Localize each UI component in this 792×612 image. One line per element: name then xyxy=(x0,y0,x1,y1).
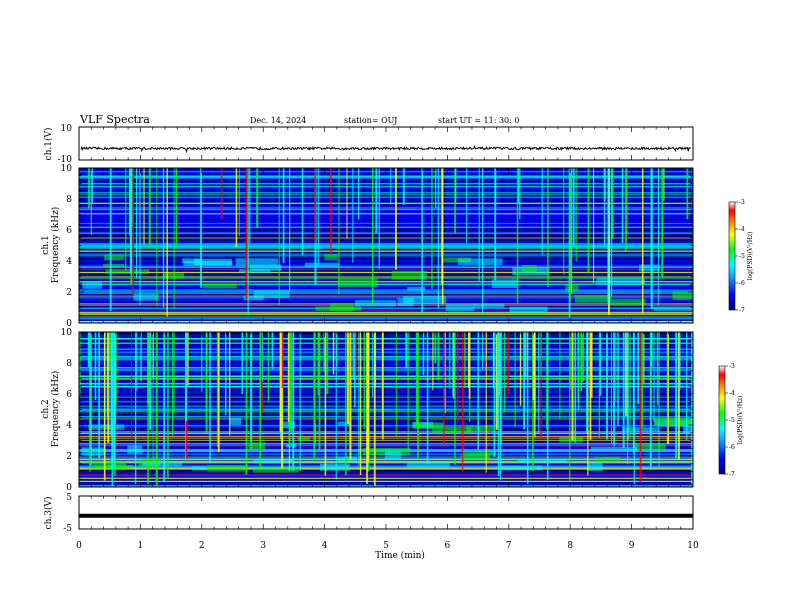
y-tick-label: 0 xyxy=(66,319,72,329)
colorbar-tick-label: -4 xyxy=(729,390,735,397)
colorbar-tick-label: -5 xyxy=(739,253,745,260)
y-tick-label: 8 xyxy=(66,195,72,205)
x-tick-label: 2 xyxy=(199,541,205,551)
figure-start-time: start UT = 11: 30: 0 xyxy=(438,116,519,125)
ch1-waveform-trace xyxy=(80,145,691,154)
x-tick-label: 6 xyxy=(445,541,451,551)
x-tick-label: 1 xyxy=(138,541,144,551)
colorbar-tick-label: -4 xyxy=(739,226,745,233)
y-tick-label: 10 xyxy=(61,164,73,174)
time-axis-label: Time (min) xyxy=(375,550,425,561)
ch1-colorbar-gradient xyxy=(728,201,736,311)
colorbar-tick-label: -5 xyxy=(729,417,735,424)
x-tick-label: 8 xyxy=(567,541,573,551)
colorbar-tick-label: -7 xyxy=(739,307,745,314)
y-tick-label: 8 xyxy=(66,359,72,369)
y-tick-label: 4 xyxy=(66,421,72,431)
x-tick-label: 3 xyxy=(260,541,266,551)
x-tick-label: 4 xyxy=(322,541,328,551)
colorbar-tick-label: -7 xyxy=(729,471,735,478)
ch1-waveform-frame xyxy=(78,126,694,161)
ch3-ytick-top: 5 xyxy=(66,493,72,503)
ch1-spectrogram-image xyxy=(79,168,693,323)
ch1-spectrogram-yticks: 0 2 4 6 8 10 xyxy=(61,164,693,329)
ch1-spectrogram-panel: 0 2 4 6 8 10 ch.1 Frequency (kHz) xyxy=(41,164,694,329)
ch2-spectrogram-image xyxy=(79,332,693,487)
x-tick-label: 10 xyxy=(687,541,699,551)
ch2-colorbar: -3 -4 -5 -6 -7 log(PSD)(V²/Hz) xyxy=(718,363,744,478)
ch2-spectrogram-ylabel-2: Frequency (kHz) xyxy=(50,371,61,448)
figure-date: Dec. 14, 2024 xyxy=(250,116,306,125)
ch3-waveform-panel: 5 -5 ch.3(V) xyxy=(43,493,694,534)
x-tick-label: 7 xyxy=(506,541,512,551)
ch3-ytick-bottom: -5 xyxy=(63,524,72,534)
ch2-colorbar-label: log(PSD)(V²/Hz) xyxy=(737,396,744,445)
ch2-spectrogram-ylabel-1: ch.2 xyxy=(41,399,51,418)
x-tick-label: 9 xyxy=(629,541,635,551)
y-tick-label: 0 xyxy=(66,483,72,493)
ch1-waveform-panel: 10 -10 ch.1(V) xyxy=(43,124,694,165)
ch1-colorbar-label: log(PSD)(V²/Hz) xyxy=(747,232,754,281)
y-tick-label: 10 xyxy=(61,328,73,338)
time-axis: 0 1 2 3 4 5 6 7 8 9 10 xyxy=(76,127,699,551)
x-tick-label: 0 xyxy=(76,541,82,551)
ch3-waveform-ylabel: ch.3(V) xyxy=(43,497,54,530)
ch1-spectrogram-ylabel-2: Frequency (kHz) xyxy=(50,207,61,284)
ch1-spectrogram-ylabel-1: ch.1 xyxy=(41,235,51,254)
colorbar-tick-label: -3 xyxy=(739,199,745,206)
y-tick-label: 4 xyxy=(66,257,72,267)
ch1-colorbar: -3 -4 -5 -6 -7 log(PSD)(V²/Hz) xyxy=(728,199,754,314)
ch1-ytick-bottom: -10 xyxy=(58,155,73,165)
ch1-ytick-top: 10 xyxy=(61,124,73,134)
figure-station: station= OUJ xyxy=(344,116,397,125)
ch2-spectrogram-yticks: 0 2 4 6 8 10 xyxy=(61,328,693,493)
colorbar-tick-label: -3 xyxy=(729,363,735,370)
ch2-colorbar-gradient xyxy=(718,365,726,475)
ch3-waveform-frame xyxy=(78,495,694,530)
ch2-spectrogram-panel: 0 2 4 6 8 10 ch.2 Frequency (kHz) xyxy=(41,328,694,493)
y-tick-label: 6 xyxy=(66,226,72,236)
ch1-waveform-ylabel: ch.1(V) xyxy=(43,128,54,161)
y-tick-label: 6 xyxy=(66,390,72,400)
x-tick-label: 5 xyxy=(383,541,389,551)
y-tick-label: 2 xyxy=(66,288,72,298)
colorbar-tick-label: -6 xyxy=(739,280,745,287)
colorbar-tick-label: -6 xyxy=(729,444,735,451)
figure-title: VLF Spectra xyxy=(79,113,150,126)
y-tick-label: 2 xyxy=(66,452,72,462)
